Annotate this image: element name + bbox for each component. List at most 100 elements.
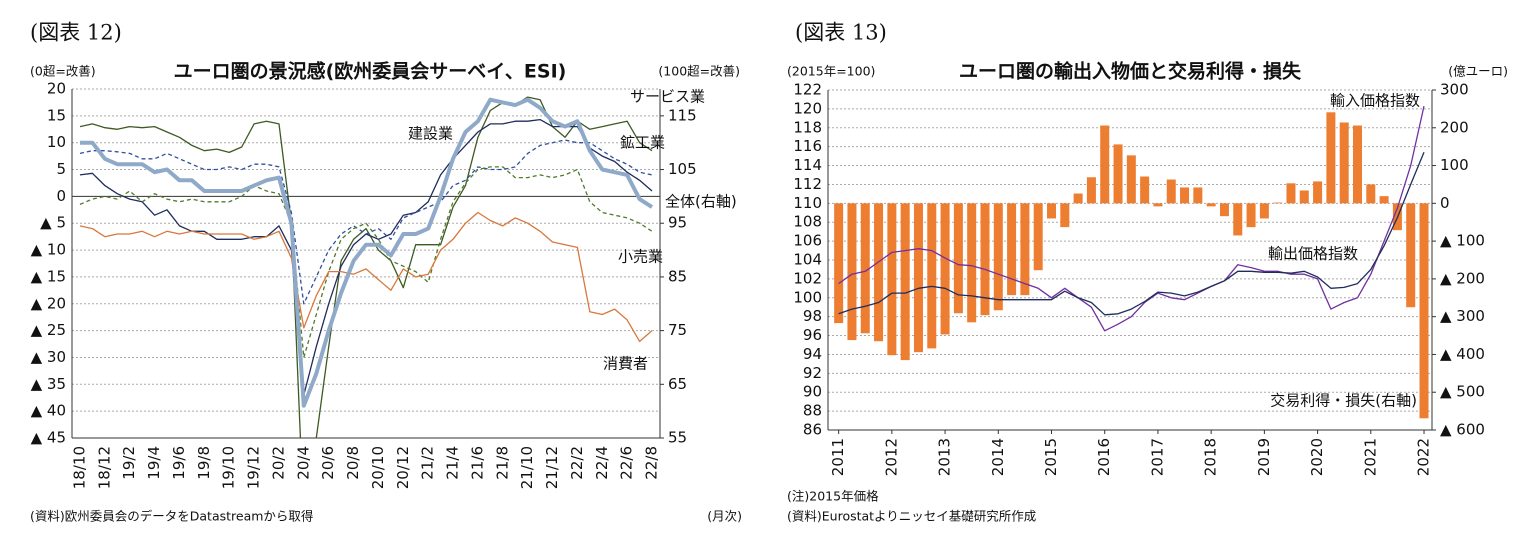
y2-tick-label: ▲ 200 <box>1440 269 1485 287</box>
y-tick-label: 108 <box>793 213 822 231</box>
x-tick-label: 19/10 <box>220 446 238 489</box>
x-tick-label: 2021 <box>1361 438 1379 476</box>
line-series <box>838 152 1425 316</box>
bar <box>1379 196 1389 204</box>
bar <box>1206 203 1216 207</box>
bar <box>1352 125 1362 204</box>
x-tick-label: 18/12 <box>95 446 113 489</box>
y-tick-label: 114 <box>793 156 822 174</box>
line-series <box>79 211 653 343</box>
note: (注)2015年価格 <box>787 489 879 504</box>
bar <box>1153 203 1163 207</box>
y2-axis-label: (億ユーロ) <box>1448 64 1508 79</box>
y-tick-label: 96 <box>803 326 822 344</box>
y2-tick-label: ▲ 400 <box>1440 345 1485 363</box>
y-tick-label: 90 <box>803 383 822 401</box>
y-tick-label: 100 <box>793 288 822 306</box>
y2-tick-label: ▲ 100 <box>1440 232 1485 250</box>
series-label: 建設業 <box>408 125 453 143</box>
y-tick-label: 120 <box>793 99 822 117</box>
bar <box>1339 122 1349 204</box>
x-tick-label: 20/6 <box>319 446 337 480</box>
x-tick-label: 19/6 <box>170 446 188 480</box>
y-tick-label: 112 <box>793 175 822 193</box>
y-tick-label: 92 <box>803 364 822 382</box>
bar <box>940 203 950 335</box>
bar <box>993 203 1003 311</box>
series-label: 小売業 <box>618 248 663 266</box>
bar <box>953 203 963 314</box>
x-tick-label: 2018 <box>1202 438 1220 476</box>
y-tick-label: 20 <box>47 80 66 98</box>
series-label: サービス業 <box>630 88 705 106</box>
line-series <box>79 96 653 438</box>
y2-tick-label: ▲ 500 <box>1440 383 1485 401</box>
bar <box>1166 179 1176 204</box>
x-tick-label: 21/12 <box>543 446 561 489</box>
x-tick-label: 19/4 <box>145 446 163 480</box>
x-tick-label: 22/8 <box>643 446 661 480</box>
x-tick-label: 2015 <box>1042 438 1060 476</box>
bar <box>1073 193 1083 204</box>
y2-tick-label: 75 <box>668 321 687 339</box>
chart-title: ユーロ圏の輸出入物価と交易利得・損失 <box>959 60 1302 83</box>
bar <box>1086 177 1096 204</box>
x-tick-label: 21/8 <box>493 446 511 480</box>
x-tick-label: 19/12 <box>245 446 263 489</box>
bar <box>1140 176 1150 204</box>
x-tick-label: 2022 <box>1415 438 1433 476</box>
x-tick-label: 22/6 <box>618 446 636 480</box>
y-tick-label: 10 <box>47 133 66 151</box>
x-tick-label: 2013 <box>936 438 954 476</box>
series-label: 全体(右軸) <box>665 193 737 211</box>
bar <box>913 203 923 353</box>
bar <box>1193 187 1203 204</box>
bar <box>927 203 937 349</box>
bar <box>887 203 897 356</box>
x-tick-label: 20/8 <box>344 446 362 480</box>
plot-area <box>79 96 654 438</box>
bar <box>1219 203 1229 217</box>
figure-label: (図表 13) <box>795 21 887 45</box>
y2-tick-label: 105 <box>668 160 697 178</box>
x-tick-label: 2017 <box>1148 438 1166 476</box>
x-tick-label: 22/2 <box>568 446 586 480</box>
bar <box>847 203 857 341</box>
y2-tick-label: 200 <box>1440 118 1469 136</box>
bar <box>1126 155 1136 204</box>
y-tick-label: 118 <box>793 118 822 136</box>
x-tick-label: 21/4 <box>444 446 462 480</box>
y2-tick-label: 65 <box>668 375 687 393</box>
line-series <box>838 105 1425 332</box>
bar <box>1313 181 1323 204</box>
y2-tick-label: 85 <box>668 267 687 285</box>
x-tick-label: 2011 <box>829 438 847 476</box>
bar <box>834 203 844 324</box>
bar <box>1366 184 1376 204</box>
bar <box>900 203 910 361</box>
y-tick-label: 5 <box>56 160 66 178</box>
y2-tick-label: 300 <box>1440 81 1469 99</box>
source: (資料)Eurostatよりニッセイ基礎研究所作成 <box>787 509 1036 524</box>
y2-tick-label: 95 <box>668 214 687 232</box>
bar <box>874 203 884 342</box>
x-tick-label: 20/12 <box>394 446 412 489</box>
y2-axis-label: (100超=改善) <box>658 64 740 79</box>
bar <box>1259 203 1269 219</box>
x-tick-label: 18/10 <box>71 446 89 489</box>
y-tick-label: ▲ 5 <box>40 214 66 232</box>
line-series <box>79 166 653 359</box>
y-tick-label: 94 <box>803 345 822 363</box>
y-tick-label: 106 <box>793 232 822 250</box>
y2-tick-label: ▲ 600 <box>1440 421 1485 439</box>
chart-title: ユーロ圏の景況感(欧州委員会サーベイ、ESI) <box>174 60 567 83</box>
x-tick-label: 20/4 <box>294 446 312 480</box>
bar <box>967 203 977 323</box>
source: (資料)欧州委員会のデータをDatastreamから取得 <box>30 509 313 524</box>
y-tick-label: 110 <box>793 194 822 212</box>
y2-tick-label: 100 <box>1440 156 1469 174</box>
y-tick-label: 86 <box>803 421 822 439</box>
bar <box>1326 112 1336 204</box>
y-tick-label: ▲ 25 <box>31 321 66 339</box>
